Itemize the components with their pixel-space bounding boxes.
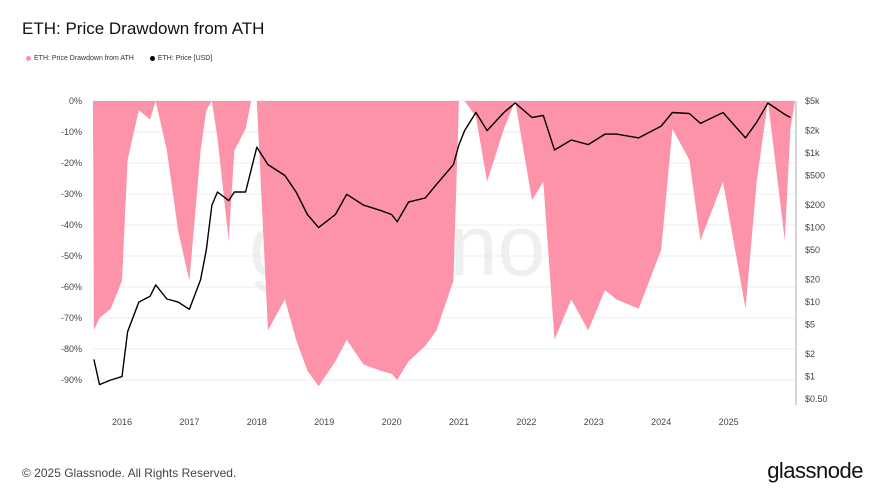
x-tick-label: 2022: [516, 417, 536, 427]
y-right-tick-label: $50: [805, 245, 820, 255]
chart-title: ETH: Price Drawdown from ATH: [22, 19, 265, 38]
x-tick-label: 2020: [382, 417, 402, 427]
price-line: [93, 102, 791, 386]
legend-item-drawdown[interactable]: ETH: Price Drawdown from ATH: [26, 55, 134, 62]
y-left-tick-label: -90%: [61, 375, 82, 385]
y-left-tick-label: 0%: [69, 96, 82, 106]
y-right-tick-label: $20: [805, 275, 820, 285]
x-tick-label: 2021: [449, 417, 469, 427]
x-tick-label: 2024: [651, 417, 671, 427]
legend-item-price[interactable]: ETH: Price [USD]: [149, 55, 212, 62]
y-right-tick-label: $5: [805, 320, 815, 330]
y-left-tick-label: -10%: [61, 127, 82, 137]
y-right-tick-label: $2k: [805, 126, 820, 136]
y-left-tick-label: -20%: [61, 158, 82, 168]
y-right-tick-label: $1k: [805, 148, 820, 158]
y-right-tick-label: $500: [805, 171, 825, 181]
legend: ETH: Price Drawdown from ATH ETH: Price …: [26, 55, 212, 62]
x-tick-label: 2025: [719, 417, 739, 427]
x-tick-label: 2023: [584, 417, 604, 427]
y-left-tick-label: -40%: [61, 220, 82, 230]
y-left-tick-label: -60%: [61, 282, 82, 292]
y-right-tick-label: $2: [805, 349, 815, 359]
y-left-tick-label: -70%: [61, 313, 82, 323]
y-right-tick-label: $0.50: [805, 394, 828, 404]
y-left-tick-label: -50%: [61, 251, 82, 261]
y-right-tick-label: $100: [805, 223, 825, 233]
y-right-tick-label: $200: [805, 200, 825, 210]
x-tick-label: 2018: [247, 417, 267, 427]
y-right-tick-label: $1: [805, 372, 815, 382]
legend-dot-price: [149, 55, 155, 61]
copyright: © 2025 Glassnode. All Rights Reserved.: [22, 466, 237, 480]
y-right-tick-label: $10: [805, 297, 820, 307]
brand-logo: glassnode: [767, 458, 863, 483]
legend-dot-drawdown: [26, 55, 31, 61]
drawdown-area: [93, 101, 795, 387]
y-left-tick-label: -30%: [61, 189, 82, 199]
y-left-tick-label: -80%: [61, 344, 82, 354]
y-right-tick-label: $5k: [805, 96, 820, 106]
x-tick-label: 2019: [314, 417, 334, 427]
x-tick-label: 2016: [112, 417, 132, 427]
x-tick-label: 2017: [179, 417, 199, 427]
